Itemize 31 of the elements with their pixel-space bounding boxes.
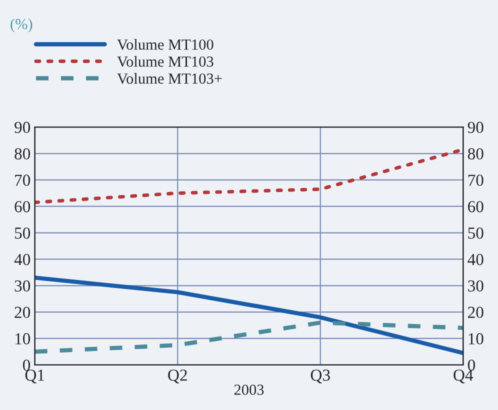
y-tick-label: 10: [15, 333, 30, 344]
chart-title: (%): [10, 18, 32, 32]
legend-label: Volume MT103: [117, 56, 214, 67]
y2-tick-label: 80: [468, 148, 484, 160]
y-tick-label: 70: [15, 174, 30, 186]
y2-tick-label: 70: [468, 174, 484, 186]
line-series: [34, 320, 464, 354]
y2-tick-label: 50: [468, 227, 484, 239]
x-tick-label: Q3: [310, 370, 330, 384]
y-tick-label: 20: [14, 306, 30, 318]
y-tick-label: 0: [22, 360, 30, 371]
y-tick-label: 30: [14, 280, 30, 292]
line-series: [34, 276, 464, 356]
x-tick-label: Q4: [454, 370, 474, 384]
y-tick-label: 50: [14, 227, 30, 239]
y2-tick-label: 60: [468, 201, 484, 212]
y-tick-label: 90: [14, 122, 30, 134]
x-tick-label: Q1: [25, 370, 44, 384]
y2-tick-label: 0: [468, 360, 476, 371]
y2-tick-label: 20: [468, 306, 484, 318]
y2-tick-label: 40: [468, 254, 484, 266]
x-tick-label: Q2: [168, 370, 187, 384]
y2-tick-label: 90: [468, 122, 484, 134]
legend-label: Volume MT103+: [117, 73, 222, 84]
y-tick-label: 60: [14, 201, 30, 212]
legend-label: Volume MT100: [117, 39, 214, 50]
y-tick-label: 40: [14, 254, 30, 266]
y2-tick-label: 10: [468, 333, 484, 344]
x-axis-title: 2003: [234, 384, 264, 395]
y-tick-label: 80: [14, 148, 30, 160]
y2-tick-label: 30: [468, 280, 484, 292]
